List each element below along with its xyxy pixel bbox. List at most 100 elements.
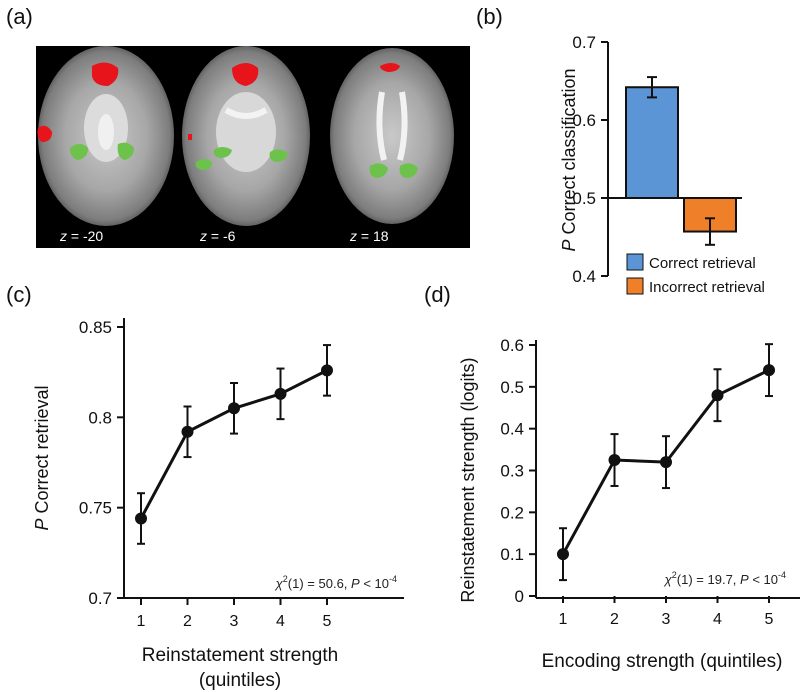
z-variable: z <box>199 228 207 244</box>
green-cluster <box>70 144 88 160</box>
d-data-point <box>608 454 621 467</box>
legend-swatch-correct <box>626 253 644 271</box>
slice-3-z-label: z = 18 <box>349 228 389 244</box>
red-cluster <box>188 134 192 140</box>
d-y-axis-label: Reinstatement strength (logits) <box>458 357 478 602</box>
slice-2-z-label: z = -6 <box>199 228 236 244</box>
chi-value: (1) = 19.7, <box>677 572 740 587</box>
d-x-tick-label: 1 <box>559 611 568 628</box>
c-x-tick-label: 4 <box>276 613 285 630</box>
red-cluster <box>232 63 259 86</box>
b-y-tick-label: 0.4 <box>572 267 596 286</box>
green-cluster <box>195 159 212 170</box>
chi-symbol: χ <box>664 572 673 587</box>
brain-slice-3-ventricles <box>376 91 408 161</box>
d-y-tick-label: 0.6 <box>500 336 524 355</box>
z-value: = -6 <box>207 228 236 244</box>
b-y-axis-label: P Correct classification <box>559 68 579 251</box>
d-data-point <box>763 364 775 377</box>
z-variable: z <box>349 228 357 244</box>
chi-superscript: 2 <box>283 574 288 584</box>
p-exponent: -4 <box>389 574 397 584</box>
b-y-ticks: 0.4 0.5 0.6 0.7 <box>572 33 608 286</box>
p-exponent: -4 <box>778 570 786 580</box>
c-data-point <box>181 425 194 438</box>
b-bars <box>625 76 737 246</box>
d-x-tick-label: 4 <box>713 611 722 628</box>
b-ylabel-p: P <box>559 240 579 252</box>
d-series <box>557 343 775 582</box>
d-annotation: χ2(1) = 19.7, P < 10-4 <box>664 570 786 587</box>
brain-slice-2: z = -6 <box>182 46 310 244</box>
d-x-tick-label: 3 <box>662 611 671 628</box>
brain-slice-2-core <box>216 92 276 172</box>
b-y-tick-label: 0.6 <box>572 111 596 130</box>
d-data-point <box>711 389 724 402</box>
c-ylabel-p: P <box>32 519 52 531</box>
d-y-ticks: 0 0.1 0.2 0.3 0.4 0.5 0.6 <box>500 336 536 606</box>
c-y-tick-label: 0.7 <box>88 589 112 608</box>
z-value: = -20 <box>67 228 103 244</box>
c-x-tick-label: 5 <box>323 613 332 630</box>
red-cluster <box>37 125 52 142</box>
c-y-tick-label: 0.85 <box>79 318 112 337</box>
c-ylabel-text: Correct retrieval <box>32 385 52 518</box>
b-ylabel-text: Correct classification <box>559 68 579 239</box>
d-x-tick-label: 5 <box>765 611 774 628</box>
chi-symbol: χ <box>275 576 284 591</box>
c-series <box>135 344 333 545</box>
panel-c-label: (c) <box>6 282 32 307</box>
c-data-point <box>135 512 147 525</box>
chi-superscript: 2 <box>672 570 677 580</box>
p-symbol: P <box>351 576 360 591</box>
d-x-tick-label: 2 <box>610 611 619 628</box>
c-x-tick-label: 3 <box>230 613 239 630</box>
p-bound: < 10 <box>749 572 778 587</box>
b-y-tick-label: 0.5 <box>572 189 596 208</box>
d-y-tick-label: 0 <box>515 587 524 606</box>
d-y-tick-label: 0.3 <box>500 462 524 481</box>
c-annotation: χ2(1) = 50.6, P < 10-4 <box>275 574 397 591</box>
green-cluster <box>369 163 388 178</box>
z-variable: z <box>59 228 67 244</box>
c-data-point <box>321 364 333 377</box>
d-x-ticks: 1 2 3 4 5 <box>559 596 774 628</box>
panel-d-label: (d) <box>424 282 451 307</box>
d-y-tick-label: 0.2 <box>500 503 524 522</box>
green-cluster <box>117 142 134 160</box>
line-chart-d: 0 0.1 0.2 0.3 0.4 0.5 0.6 1 2 3 4 5 Reinstatement … <box>458 336 800 672</box>
legend-label-incorrect: Incorrect retrieval <box>649 279 765 296</box>
slice-1-z-label: z = -20 <box>59 228 103 244</box>
brain-slices-panel: z = -20 z = -6 z = 18 <box>36 46 470 248</box>
d-y-tick-label: 0.1 <box>500 545 524 564</box>
d-x-axis-label: Encoding strength (quintiles) <box>542 651 783 672</box>
c-x-ticks: 1 2 3 4 5 <box>137 598 332 630</box>
brain-slice-1-midline <box>98 114 114 150</box>
c-x-axis-label-line2: (quintiles) <box>199 670 281 691</box>
p-symbol: P <box>740 572 749 587</box>
b-bar <box>625 86 679 199</box>
green-cluster <box>399 163 418 178</box>
brain-slice-2-ventricle <box>224 107 268 119</box>
chi-value: (1) = 50.6, <box>288 576 351 591</box>
c-x-tick-label: 2 <box>183 613 192 630</box>
brain-slice-3: z = 18 <box>330 48 454 244</box>
red-cluster <box>380 63 400 72</box>
p-bound: < 10 <box>360 576 389 591</box>
legend-label-correct: Correct retrieval <box>649 255 756 272</box>
d-data-point <box>660 456 672 469</box>
b-legend: Correct retrieval Incorrect retrieval <box>626 253 765 296</box>
c-y-tick-label: 0.75 <box>79 499 112 518</box>
line-chart-c: 0.7 0.75 0.8 0.85 1 2 3 4 5 P Correct retrieval… <box>32 318 404 691</box>
panel-b-label: (b) <box>476 4 503 29</box>
c-y-tick-label: 0.8 <box>88 408 112 427</box>
c-y-axis-label: P Correct retrieval <box>32 385 52 530</box>
c-y-ticks: 0.7 0.75 0.8 0.85 <box>79 318 124 608</box>
bar-chart-b: 0.4 0.5 0.6 0.7 P Correct classification Co… <box>559 33 765 296</box>
green-cluster <box>269 149 288 162</box>
c-data-point <box>228 402 240 415</box>
c-data-point <box>274 387 287 400</box>
legend-swatch-incorrect <box>626 277 644 295</box>
panel-a-label: (a) <box>6 4 33 29</box>
